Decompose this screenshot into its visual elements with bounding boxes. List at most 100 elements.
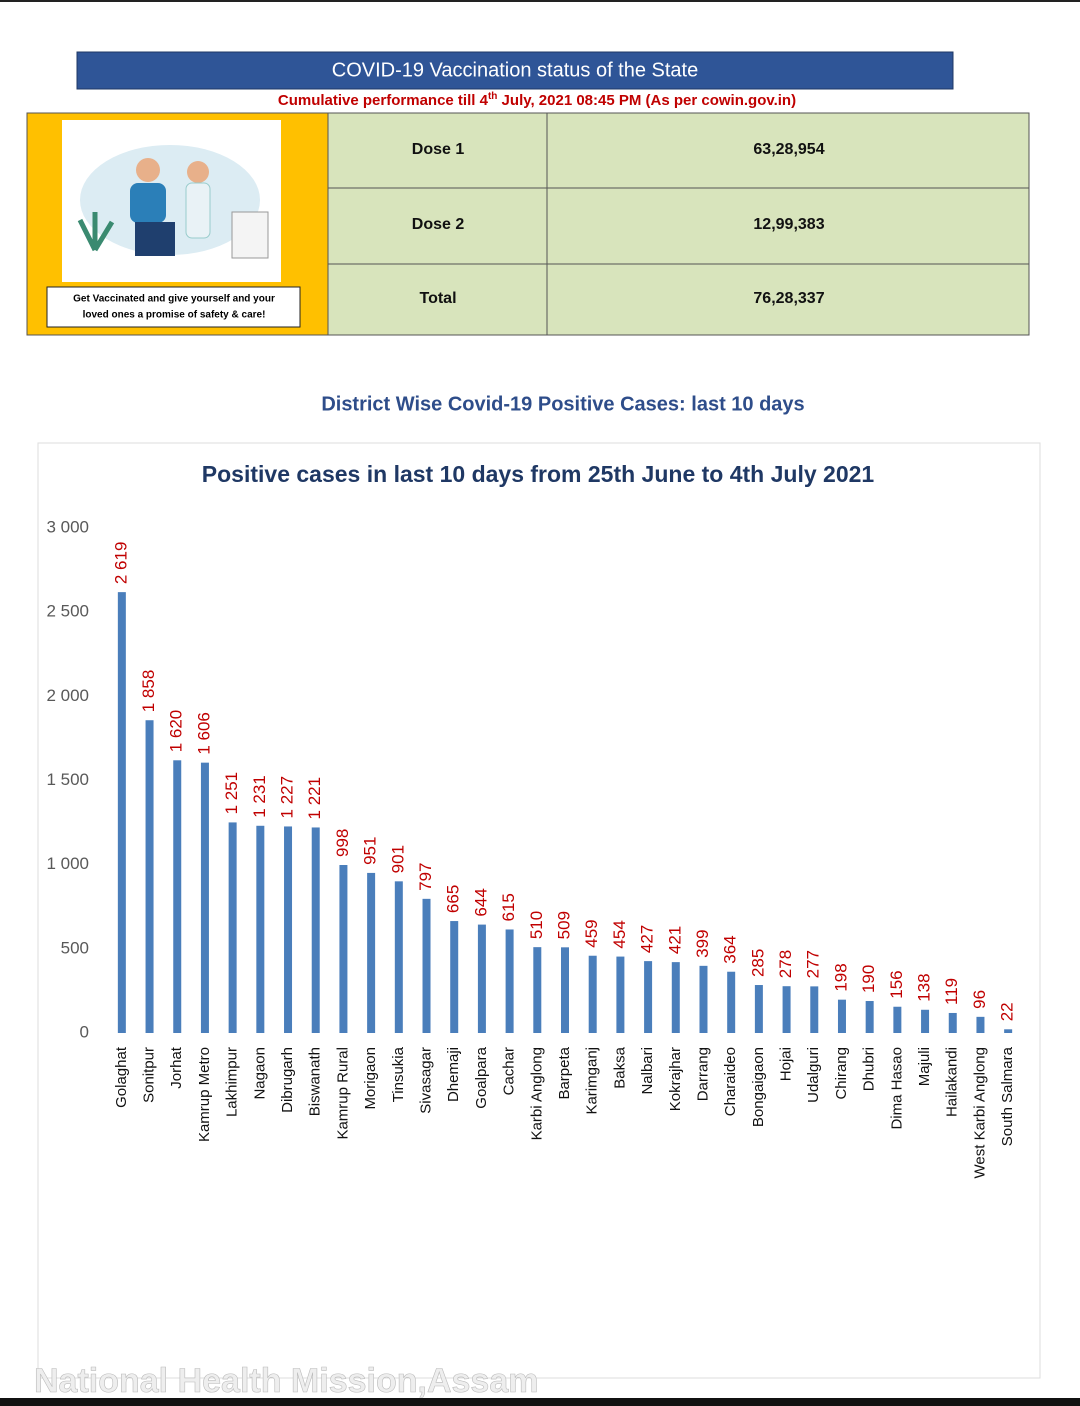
bar [727, 971, 736, 1033]
x-tick-label: Kamrup Rural [334, 1047, 351, 1140]
x-tick-label: Sivasagar [417, 1047, 434, 1114]
x-tick-label: Dima Hasao [888, 1047, 905, 1130]
x-tick-label: Cachar [501, 1047, 518, 1095]
section-title: District Wise Covid-19 Positive Cases: l… [321, 393, 804, 415]
value-label: 421 [665, 926, 684, 954]
x-tick-label: Nalbari [639, 1047, 656, 1095]
value-label: 285 [748, 949, 767, 977]
bar [311, 827, 320, 1033]
bar [782, 986, 791, 1033]
x-tick-label: Sonitpur [141, 1047, 158, 1103]
x-tick-label: Baksa [611, 1046, 628, 1088]
bar [145, 720, 154, 1033]
table-cell: Total [419, 290, 456, 307]
y-tick-label: 3 000 [46, 517, 89, 536]
x-tick-label: Biswanath [307, 1047, 324, 1116]
value-label: 22 [998, 1002, 1017, 1021]
bar [477, 924, 486, 1033]
value-label: 454 [610, 920, 629, 948]
y-tick-label: 1 500 [46, 770, 89, 789]
table-cell: Dose 2 [412, 216, 465, 233]
table-cell: 12,99,383 [753, 216, 824, 233]
caption-line: Get Vaccinated and give yourself and you… [73, 294, 275, 305]
value-label: 399 [693, 929, 712, 957]
bar [394, 881, 403, 1033]
subtitle-sup: th [488, 91, 497, 102]
nurse-head [187, 161, 209, 183]
x-tick-label: Udalguri [805, 1047, 822, 1103]
watermark: National Health Mission,Assam [34, 1362, 538, 1400]
x-tick-label: Majuli [916, 1047, 933, 1086]
value-label: 998 [333, 829, 352, 857]
x-tick-label: Darrang [694, 1047, 711, 1101]
x-tick-label: Dibrugarh [279, 1047, 296, 1113]
table-row [327, 263, 1030, 336]
y-tick-label: 2 000 [46, 686, 89, 705]
bar [976, 1016, 985, 1033]
bar [367, 872, 376, 1033]
value-label: 364 [721, 935, 740, 963]
bar [810, 986, 819, 1033]
value-label: 190 [859, 965, 878, 993]
value-label: 509 [554, 911, 573, 939]
bar [1004, 1029, 1013, 1033]
x-tick-label: Jorhat [168, 1046, 185, 1089]
bar [339, 865, 348, 1033]
table-row [327, 112, 1030, 189]
table-cell: 63,28,954 [753, 141, 824, 158]
y-tick-label: 500 [61, 938, 89, 957]
value-label: 277 [804, 950, 823, 978]
nurse-body [185, 182, 211, 239]
value-label: 278 [776, 950, 795, 978]
bar [450, 921, 459, 1033]
x-tick-label: South Salmara [999, 1046, 1016, 1146]
bar [200, 762, 209, 1033]
bar [893, 1006, 902, 1033]
y-tick-label: 0 [80, 1022, 89, 1041]
bar [422, 898, 431, 1033]
bar [228, 822, 237, 1033]
value-label: 644 [471, 888, 490, 916]
header-bar [76, 51, 954, 90]
bar [837, 999, 846, 1033]
patient-legs [135, 222, 175, 256]
bar [644, 961, 653, 1033]
caption-line: loved ones a promise of safety & care! [83, 310, 266, 321]
bar [533, 947, 542, 1033]
bar [256, 825, 265, 1033]
bar [561, 947, 569, 1033]
value-label: 138 [915, 973, 934, 1001]
y-tick-label: 1 000 [46, 854, 89, 873]
bar [699, 965, 708, 1033]
x-tick-label: Chirang [833, 1047, 850, 1100]
chart-frame [37, 442, 1041, 1379]
value-label: 119 [942, 978, 961, 1005]
table-cell: 76,28,337 [753, 290, 824, 307]
x-tick-label: Kokrajhar [667, 1047, 684, 1111]
y-tick-label: 2 500 [46, 602, 89, 621]
value-label: 1 620 [167, 710, 186, 753]
value-label: 615 [499, 893, 518, 921]
table-row [327, 187, 1030, 265]
x-tick-label: Karbi Anglong [528, 1047, 545, 1140]
top-border [0, 0, 1080, 2]
header-title: COVID-19 Vaccination status of the State [332, 59, 698, 81]
value-label: 1 606 [194, 712, 213, 755]
value-label: 1 221 [305, 777, 324, 820]
subtitle-part: Cumulative performance till 4 [278, 92, 489, 109]
bar [117, 592, 126, 1033]
x-tick-label: Dhubri [861, 1047, 878, 1091]
x-tick-label: Kamrup Metro [196, 1047, 213, 1142]
value-label: 1 227 [278, 776, 297, 819]
cabinet [231, 211, 269, 259]
value-label: 427 [638, 925, 657, 953]
x-tick-label: Tinsukia [390, 1046, 407, 1102]
bar [173, 760, 182, 1033]
x-tick-label: Dhemaji [445, 1047, 462, 1102]
x-tick-label: Hailakandi [944, 1047, 961, 1117]
value-label: 510 [527, 911, 546, 939]
x-tick-label: Goalpara [473, 1046, 490, 1108]
value-label: 1 858 [139, 670, 158, 713]
x-tick-label: Karimganj [584, 1047, 601, 1115]
